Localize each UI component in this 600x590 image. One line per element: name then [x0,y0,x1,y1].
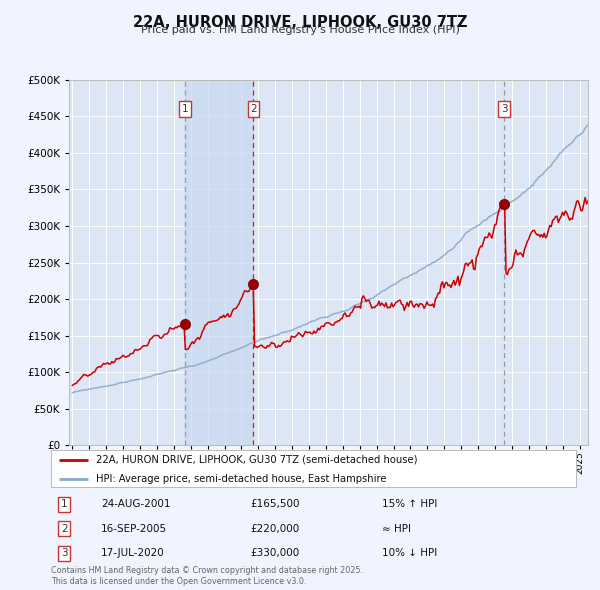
Text: Price paid vs. HM Land Registry's House Price Index (HPI): Price paid vs. HM Land Registry's House … [140,25,460,35]
Text: ≈ HPI: ≈ HPI [382,524,411,534]
Text: 10% ↓ HPI: 10% ↓ HPI [382,548,437,558]
Text: £220,000: £220,000 [251,524,300,534]
Text: 15% ↑ HPI: 15% ↑ HPI [382,500,437,509]
Text: 2: 2 [250,104,257,114]
Text: 2: 2 [61,524,67,534]
Text: Contains HM Land Registry data © Crown copyright and database right 2025.
This d: Contains HM Land Registry data © Crown c… [51,566,363,586]
Text: 17-JUL-2020: 17-JUL-2020 [101,548,164,558]
Text: £330,000: £330,000 [251,548,300,558]
Text: £165,500: £165,500 [251,500,300,509]
Text: 1: 1 [181,104,188,114]
Text: 3: 3 [501,104,508,114]
Text: 24-AUG-2001: 24-AUG-2001 [101,500,170,509]
Text: 22A, HURON DRIVE, LIPHOOK, GU30 7TZ (semi-detached house): 22A, HURON DRIVE, LIPHOOK, GU30 7TZ (sem… [95,455,417,465]
Point [499,199,509,209]
Point [180,320,190,329]
Text: 1: 1 [61,500,67,509]
Text: HPI: Average price, semi-detached house, East Hampshire: HPI: Average price, semi-detached house,… [95,474,386,484]
Text: 16-SEP-2005: 16-SEP-2005 [101,524,167,534]
Text: 22A, HURON DRIVE, LIPHOOK, GU30 7TZ: 22A, HURON DRIVE, LIPHOOK, GU30 7TZ [133,15,467,30]
Point [248,280,258,289]
Bar [185,80,253,445]
Text: 3: 3 [61,548,67,558]
